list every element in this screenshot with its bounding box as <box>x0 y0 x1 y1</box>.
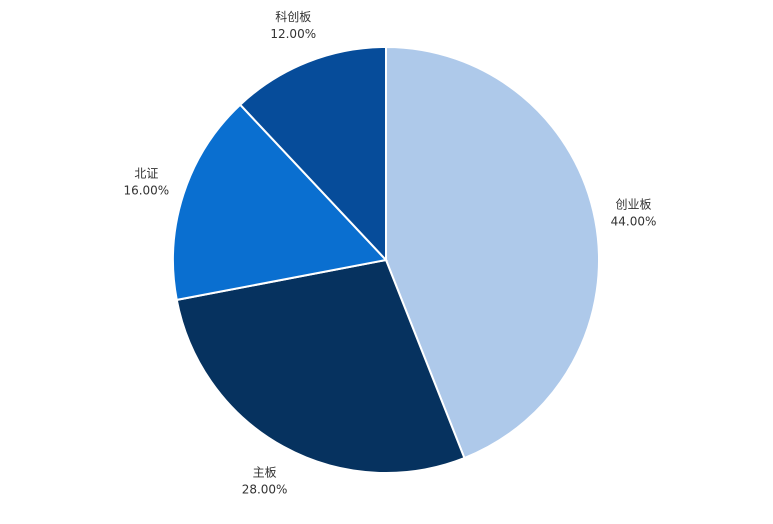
slice-value-label: 16.00% <box>123 184 169 198</box>
slice-value-label: 12.00% <box>270 27 316 41</box>
slice-value-label: 28.00% <box>242 482 288 496</box>
slice-value-label: 44.00% <box>611 214 657 228</box>
slice-label: 主板 <box>253 465 277 479</box>
slice-label: 科创板 <box>275 10 311 24</box>
pie-slice <box>238 45 387 263</box>
pie-slice <box>172 103 388 302</box>
slice-label: 北证 <box>134 167 158 181</box>
pie-slice <box>175 258 466 474</box>
slice-label: 创业板 <box>616 197 652 211</box>
pie-slice <box>385 45 600 460</box>
